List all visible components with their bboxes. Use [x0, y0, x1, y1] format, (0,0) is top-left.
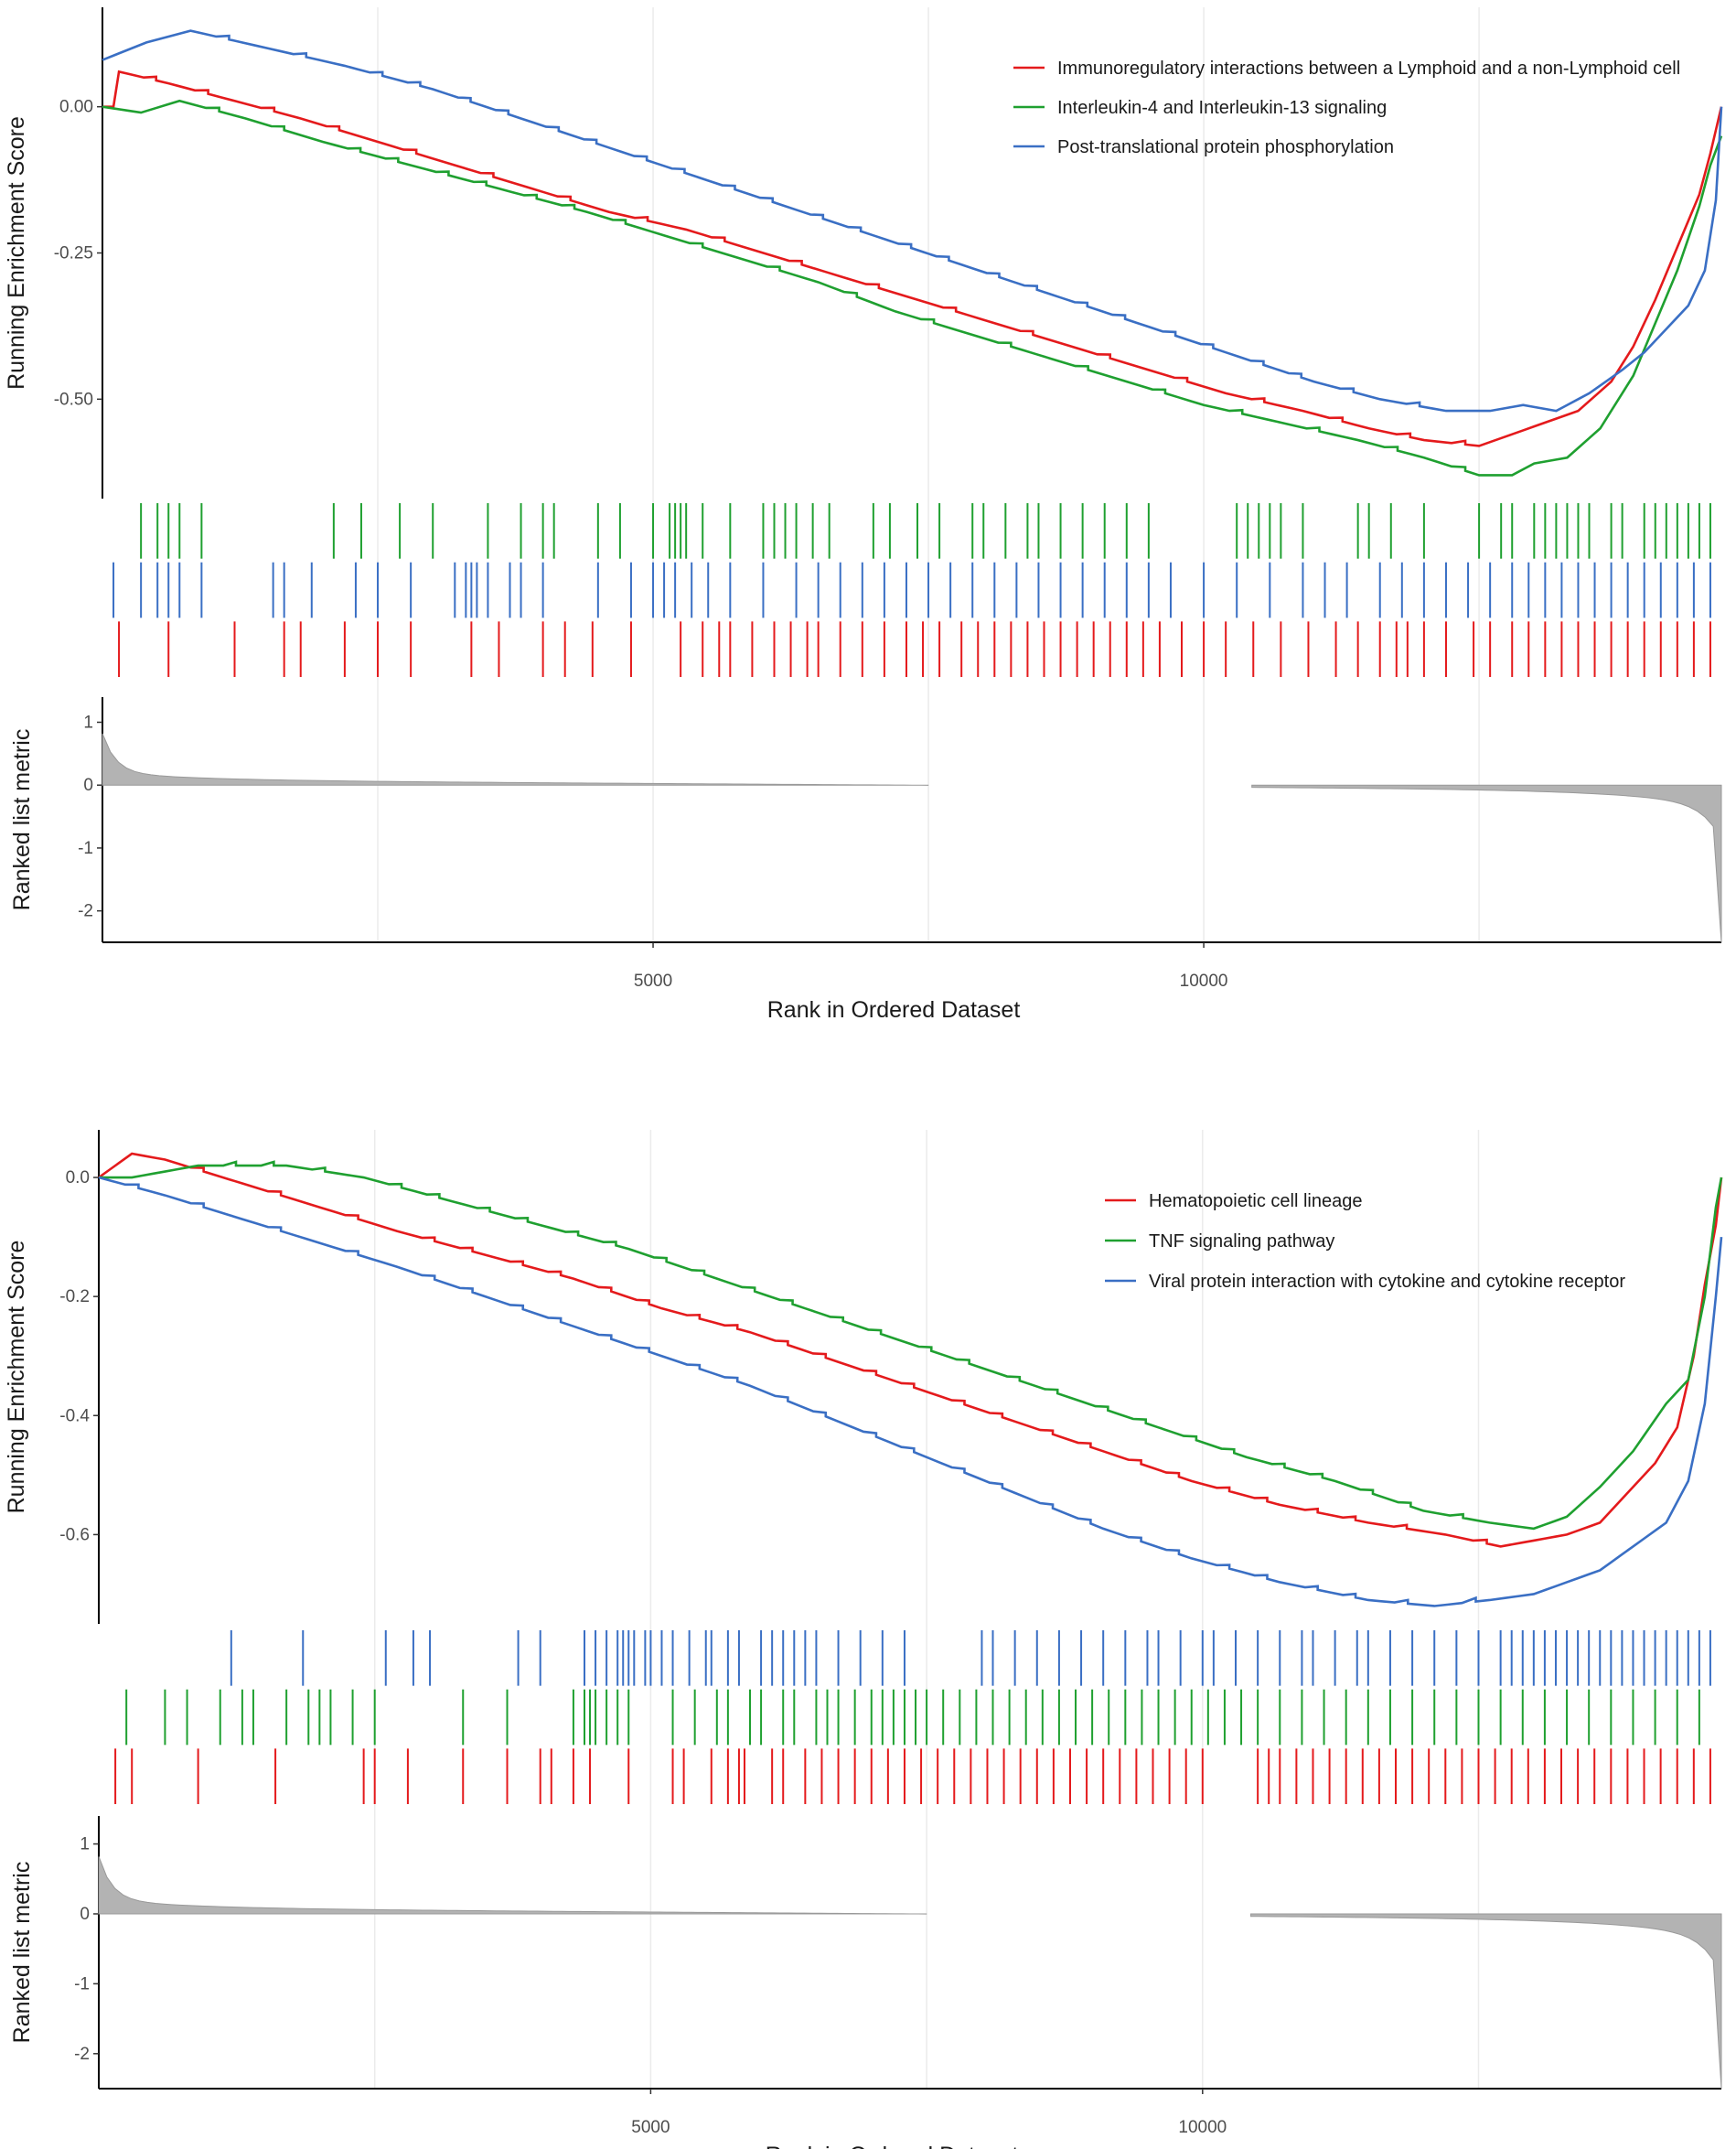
es-y-tick-label: -0.25 — [54, 244, 93, 263]
hit-row-2 — [125, 1689, 1700, 1746]
hit-row-3 — [118, 621, 1711, 677]
x-tick-label: 5000 — [634, 972, 672, 991]
legend-label-1: Immunoregulatory interactions between a … — [1057, 59, 1680, 79]
metric-y-tick-label: -1 — [74, 1974, 90, 1993]
x-tick-label: 10000 — [1180, 972, 1228, 991]
es-y-tick-label: -0.50 — [54, 390, 93, 409]
es-curve-1 — [98, 1152, 1723, 1548]
legend-label-1: Hematopoietic cell lineage — [1149, 1191, 1362, 1211]
metric-y-tick-label: 0 — [83, 776, 93, 795]
metric-y-tick-label: 1 — [83, 713, 93, 732]
x-tick-label: 5000 — [631, 2118, 670, 2137]
es-curve-3 — [98, 1176, 1723, 1607]
es-y-tick-label: 0.0 — [66, 1168, 90, 1187]
metric-y-tick-label: -2 — [78, 902, 93, 921]
metric-area-negative — [1251, 784, 1722, 943]
legend-label-2: TNF signaling pathway — [1149, 1231, 1334, 1252]
metric-y-tick-label: -1 — [78, 839, 93, 858]
es-y-tick-label: -0.4 — [59, 1406, 90, 1425]
legend: Hematopoietic cell lineage TNF signaling … — [1105, 1191, 1625, 1292]
es-curve-3 — [102, 29, 1723, 413]
gsea-panel-1: 0.00 -0.25 -0.50 1 0 -1 -2 5000 10000 Rank in Ord… — [4, 7, 1723, 1023]
hit-row-3 — [114, 1748, 1711, 1804]
metric-area-positive — [98, 1856, 927, 1915]
legend-label-2: Interleukin-4 and Interleukin-13 signali… — [1057, 98, 1387, 118]
metric-area-negative — [1250, 1913, 1722, 2090]
metric-y-axis-title: Ranked list metric — [9, 729, 35, 911]
es-curve-2 — [99, 1160, 1723, 1531]
hit-row-1 — [230, 1630, 1711, 1686]
es-curve-2 — [102, 99, 1723, 477]
legend: Immunoregulatory interactions between a … — [1013, 59, 1680, 157]
es-y-axis-title: Running Enrichment Score — [4, 1241, 29, 1514]
legend-label-3: Viral protein interaction with cytokine … — [1149, 1272, 1625, 1292]
es-y-tick-label: -0.2 — [59, 1287, 90, 1306]
legend-label-3: Post-translational protein phosphorylati… — [1057, 137, 1394, 157]
metric-area-positive — [102, 733, 929, 786]
metric-y-tick-label: -2 — [74, 2045, 90, 2064]
x-axis-title: Rank in Ordered Dataset — [766, 2143, 1019, 2149]
metric-y-tick-label: 1 — [80, 1835, 90, 1854]
hit-row-1 — [140, 503, 1711, 559]
es-curve-1 — [102, 70, 1723, 447]
metric-y-axis-title: Ranked list metric — [9, 1862, 35, 2044]
hit-row-2 — [113, 562, 1711, 618]
es-y-axis-title: Running Enrichment Score — [4, 116, 29, 390]
gsea-panel-2: 0.0 -0.2 -0.4 -0.6 1 0 -1 -2 5000 10000 Rank in Or… — [4, 1130, 1723, 2149]
metric-y-tick-label: 0 — [80, 1905, 90, 1924]
es-y-tick-label: 0.00 — [59, 98, 93, 117]
x-tick-label: 10000 — [1178, 2118, 1227, 2137]
es-y-tick-label: -0.6 — [59, 1525, 90, 1544]
x-axis-title: Rank in Ordered Dataset — [767, 997, 1021, 1023]
